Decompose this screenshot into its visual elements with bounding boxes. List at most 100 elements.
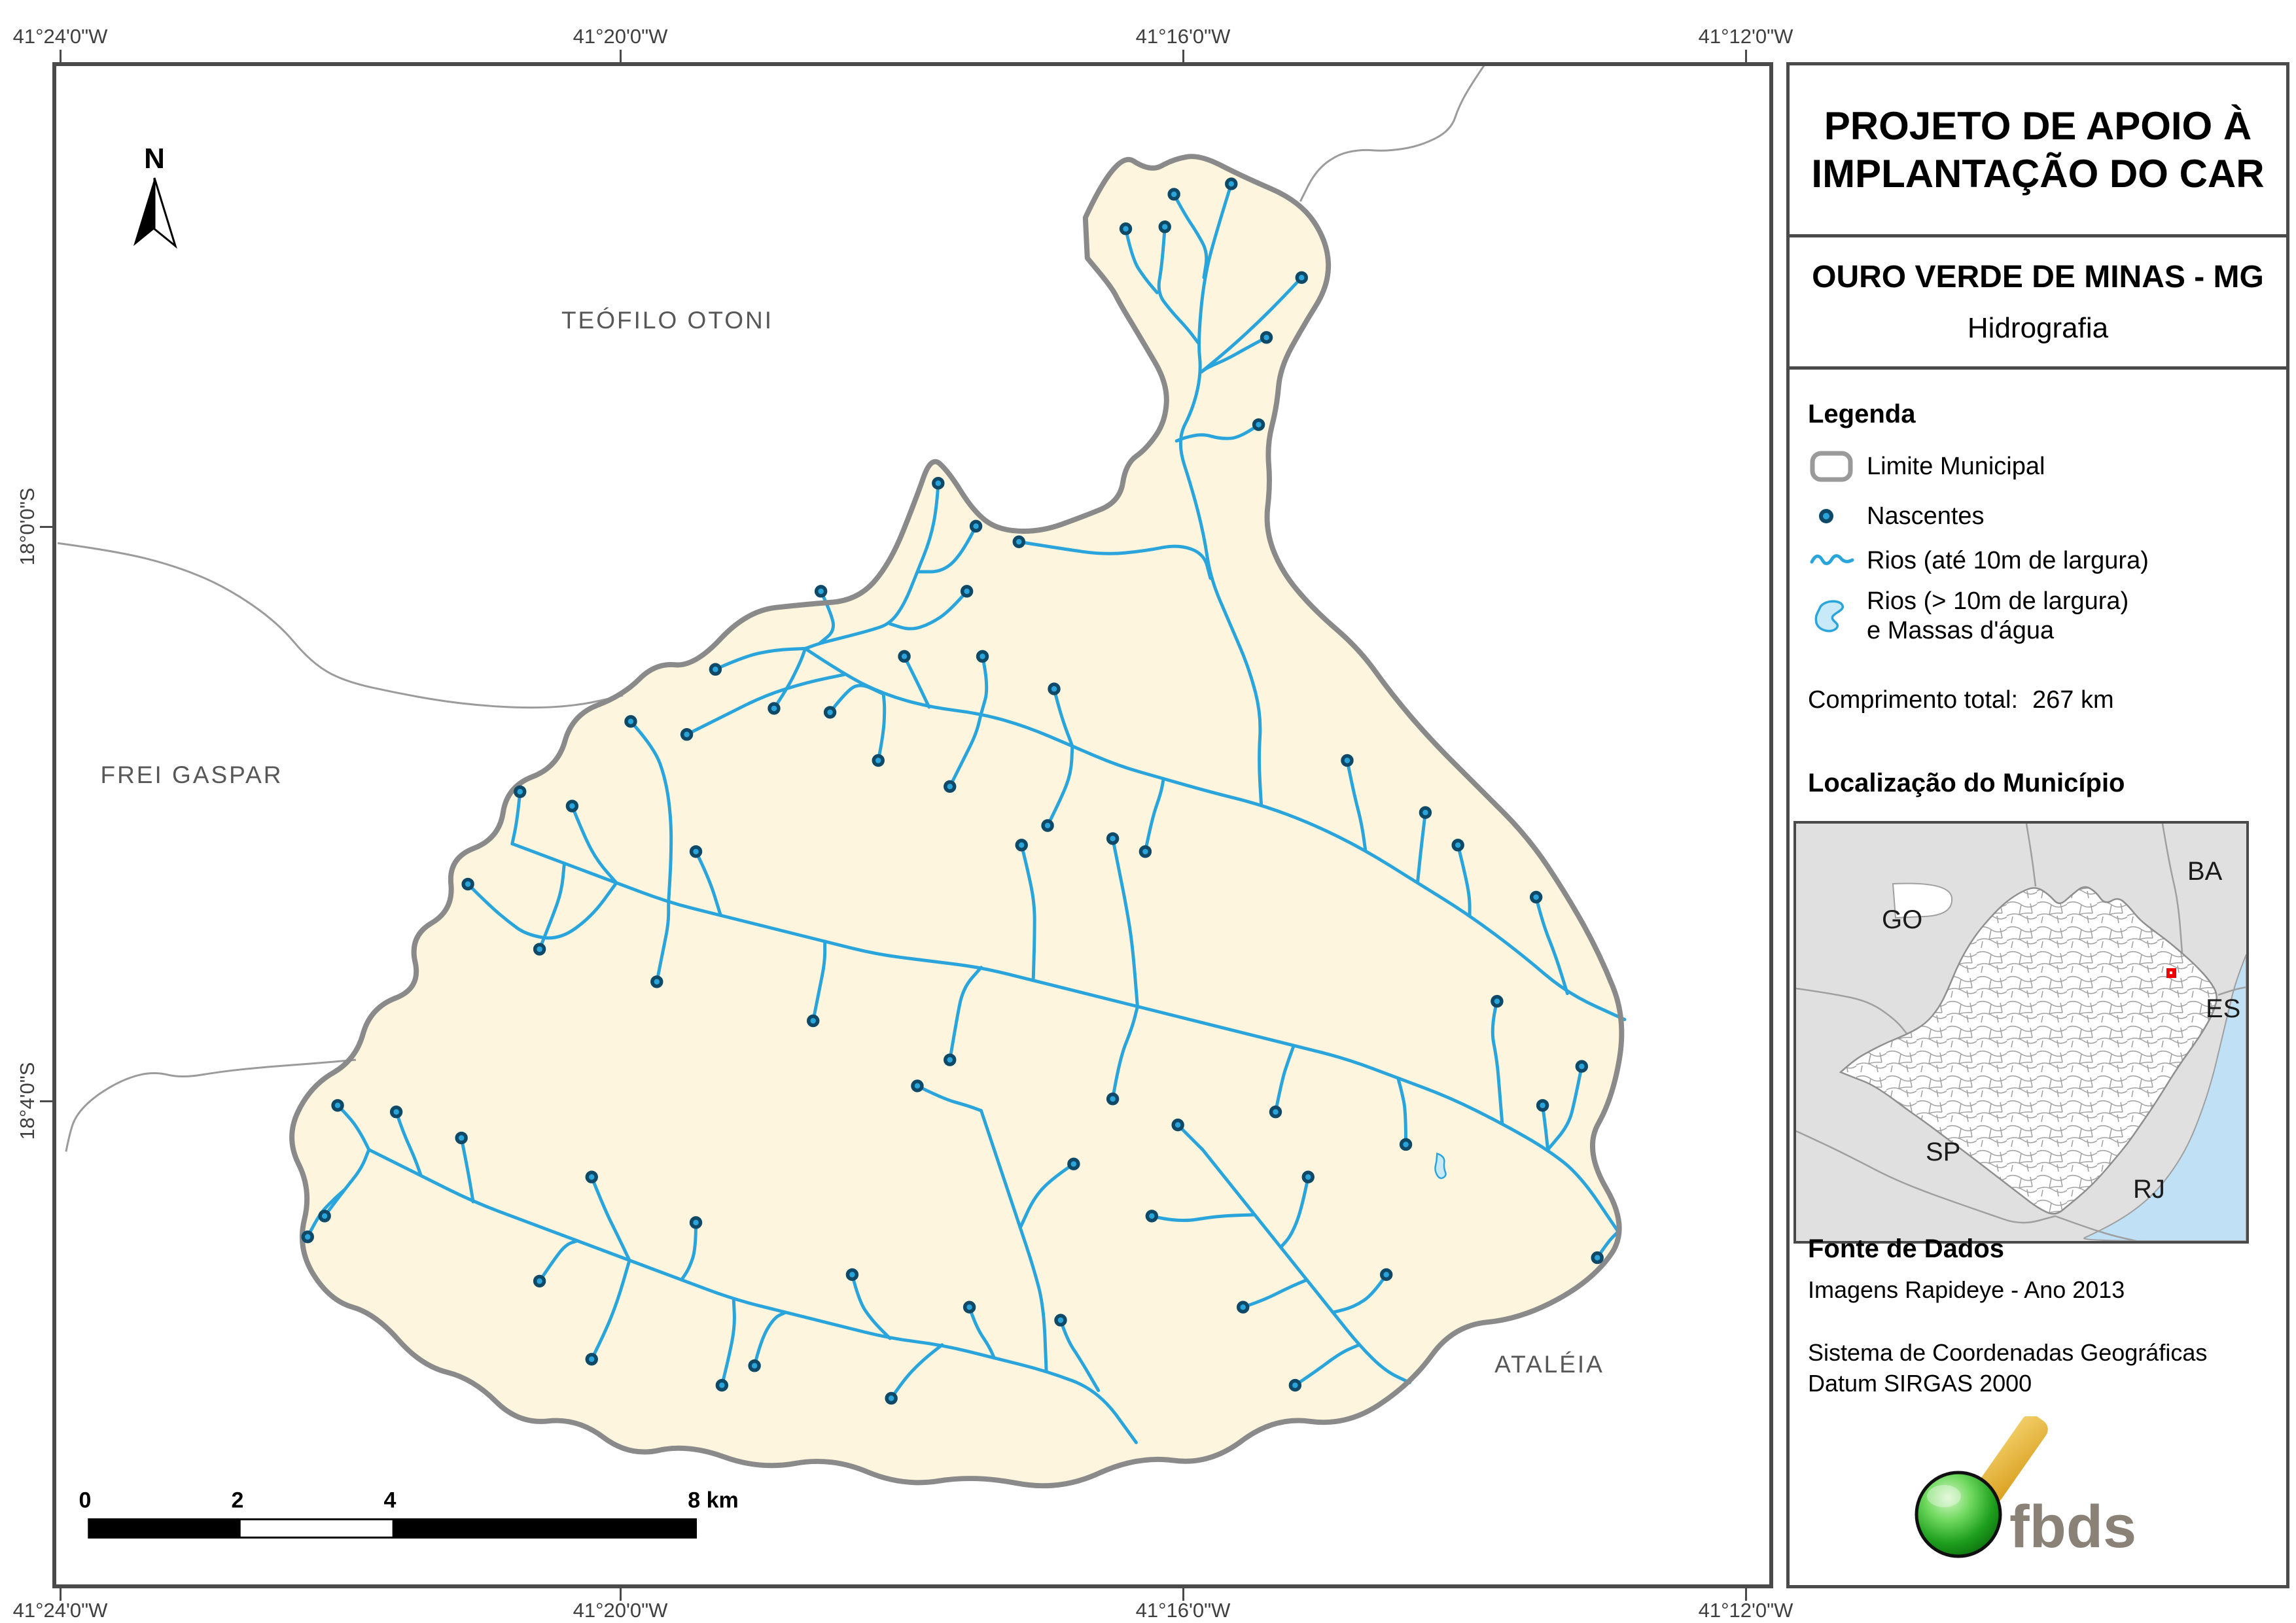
spring-dot bbox=[301, 1230, 314, 1244]
river-line bbox=[685, 672, 846, 737]
map-tick bbox=[59, 50, 62, 62]
legend-item-label: Rios (até 10m de largura) bbox=[1867, 546, 2149, 574]
hydrography-map bbox=[57, 66, 1627, 1539]
river-line bbox=[336, 1104, 371, 1151]
river-line bbox=[889, 1343, 944, 1400]
spring-dot bbox=[1260, 331, 1273, 344]
river-line bbox=[1172, 192, 1209, 279]
river-line bbox=[1178, 182, 1263, 807]
river-line bbox=[590, 1175, 631, 1263]
spring-dot bbox=[331, 1099, 344, 1112]
river-line bbox=[876, 692, 887, 762]
spring-dot bbox=[1591, 1251, 1604, 1265]
river-line bbox=[538, 1239, 579, 1283]
coord-label: 41°20'0"W bbox=[573, 1599, 668, 1622]
title-line1: PROJETO DE APOIO À bbox=[1824, 103, 2252, 148]
spring-dot bbox=[1341, 754, 1354, 767]
river-line bbox=[915, 524, 978, 574]
water-body bbox=[1434, 1152, 1447, 1179]
spring-dot bbox=[650, 975, 663, 988]
spring-dot bbox=[1171, 1118, 1184, 1132]
spring-dot bbox=[715, 1378, 729, 1392]
spring-dot bbox=[1252, 418, 1265, 431]
spring-dot bbox=[806, 1014, 820, 1028]
river-line bbox=[1331, 1272, 1388, 1314]
legend-item-label: Limite Municipal bbox=[1867, 452, 2045, 480]
river-line bbox=[1396, 1076, 1408, 1146]
spring-dot bbox=[533, 943, 546, 956]
map-theme: Hidrografia bbox=[1967, 312, 2109, 344]
spring-dot bbox=[689, 845, 703, 858]
title-section: PROJETO DE APOIO À IMPLANTAÇÃO DO CAR bbox=[1790, 65, 2286, 237]
river-line bbox=[1174, 423, 1261, 443]
river-line bbox=[1293, 1343, 1361, 1387]
location-heading: Localização do Município bbox=[1808, 769, 2125, 797]
river-line bbox=[1111, 1005, 1139, 1101]
river-line bbox=[811, 939, 827, 1022]
spring-dot bbox=[1301, 1170, 1315, 1183]
state-label: SP bbox=[1926, 1138, 1960, 1166]
scalebar-segment bbox=[88, 1519, 241, 1538]
river-line bbox=[1546, 1064, 1583, 1151]
coord-label: 41°24'0"W bbox=[12, 1599, 108, 1622]
river-line bbox=[1241, 1278, 1309, 1309]
inset-state-line bbox=[2055, 1215, 2137, 1241]
spring-dot bbox=[1106, 832, 1120, 845]
data-source-line2: Sistema de Coordenadas Geográficas Datum… bbox=[1808, 1338, 2207, 1399]
spring-dot bbox=[944, 1053, 957, 1066]
inset-state-line bbox=[2217, 986, 2246, 996]
spring-dot bbox=[1451, 839, 1464, 852]
river-line bbox=[720, 1297, 736, 1387]
spring-dot bbox=[1575, 1060, 1589, 1073]
river-line bbox=[466, 881, 618, 940]
spring-dot bbox=[932, 477, 945, 490]
inset-mg-border bbox=[1839, 886, 2217, 1215]
spring-dot bbox=[1225, 177, 1238, 190]
river-line bbox=[655, 900, 671, 984]
legend-item-massas: Rios (> 10m de largura) e Massas d'água bbox=[1808, 587, 2128, 646]
spring-dot bbox=[1048, 682, 1061, 695]
spring-dot bbox=[1419, 806, 1432, 819]
neighbor-boundary-line bbox=[65, 1058, 357, 1152]
map-tick bbox=[1182, 50, 1184, 62]
spring-dot bbox=[1379, 1268, 1393, 1282]
spring-dot bbox=[768, 702, 781, 715]
river-line bbox=[980, 654, 989, 716]
spring-dot bbox=[514, 785, 527, 798]
spring-dot bbox=[455, 1131, 468, 1145]
municipality-name: OURO VERDE DE MINAS - MG bbox=[1812, 260, 2264, 294]
total-length-label: Comprimento total: bbox=[1808, 686, 2019, 714]
fbds-logo: fbds bbox=[1915, 1416, 2136, 1560]
map-area: N bbox=[52, 62, 1773, 1588]
river-line bbox=[1273, 1043, 1296, 1114]
spring-dot bbox=[1119, 222, 1133, 236]
spring-dot bbox=[1139, 845, 1152, 858]
spring-dot bbox=[1529, 890, 1543, 904]
river-line bbox=[1046, 744, 1074, 828]
river-line bbox=[694, 850, 722, 917]
spring-dot bbox=[689, 1216, 703, 1229]
river-line bbox=[1019, 843, 1036, 983]
inset-state-line bbox=[2161, 824, 2183, 954]
spring-dot bbox=[461, 877, 474, 891]
spring-dot bbox=[565, 799, 579, 812]
subtitle-section: OURO VERDE DE MINAS - MG Hidrografia bbox=[1790, 237, 2286, 370]
coord-label: 41°12'0"W bbox=[1698, 25, 1793, 48]
north-arrow-icon bbox=[133, 177, 177, 249]
map-tick bbox=[1744, 50, 1747, 62]
spring-dot bbox=[969, 519, 983, 533]
title-line2: IMPLANTAÇÃO DO CAR bbox=[1811, 152, 2265, 196]
coord-label: 18°4'0"S bbox=[16, 1062, 39, 1140]
spring-dot bbox=[845, 1268, 859, 1282]
inset-enclave bbox=[1892, 882, 1953, 919]
coord-label: 41°12'0"W bbox=[1698, 1599, 1793, 1622]
spring-dot bbox=[1067, 1157, 1080, 1171]
data-source-heading: Fonte de Dados bbox=[1808, 1234, 2005, 1263]
legend-item-label: Nascentes bbox=[1867, 502, 1985, 530]
spring-dot bbox=[976, 650, 989, 663]
total-length: Comprimento total: 267 km bbox=[1808, 686, 2114, 714]
coord-label: 41°20'0"W bbox=[573, 25, 668, 48]
river-line bbox=[1111, 837, 1139, 1009]
river-line bbox=[1143, 777, 1165, 854]
river-line bbox=[1534, 895, 1569, 996]
